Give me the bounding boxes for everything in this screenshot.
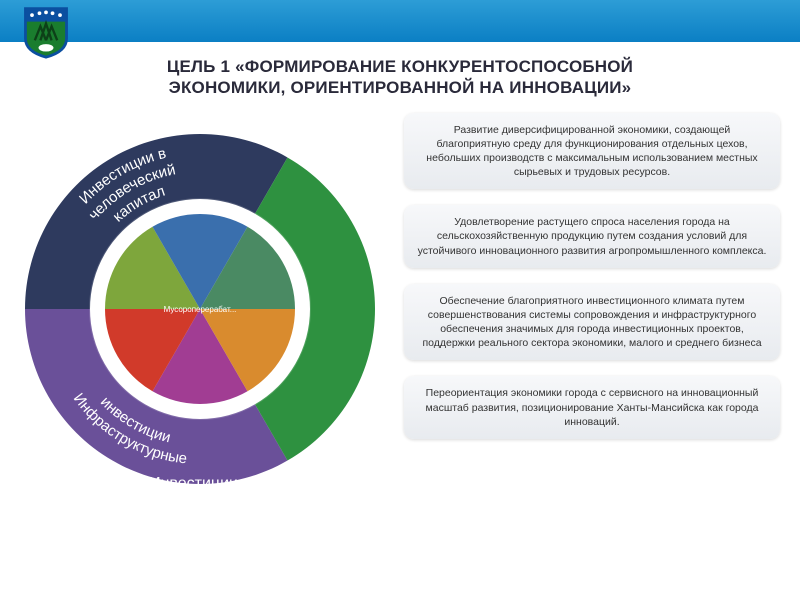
bottom-label-a: Инвестиции в — [149, 475, 251, 492]
info-box-4: Переориентация экономики города с сервис… — [404, 376, 780, 439]
top-bar — [0, 0, 800, 42]
segment-label-bottom: Инвестиции в инновации — [120, 474, 280, 512]
title-line-1: ЦЕЛЬ 1 «ФОРМИРОВАНИЕ КОНКУРЕНТОСПОСОБНОЙ — [40, 56, 760, 77]
coat-of-arms-icon — [18, 3, 74, 59]
title-line-2: ЭКОНОМИКИ, ОРИЕНТИРОВАННОЙ НА ИННОВАЦИИ» — [40, 77, 760, 98]
info-box-3: Обеспечение благоприятного инвестиционно… — [404, 284, 780, 361]
donut-chart: ИнфраструктурныеинвестицииИнвестиции вче… — [10, 109, 390, 529]
content-area: ИнфраструктурныеинвестицииИнвестиции вче… — [0, 109, 800, 529]
info-box-2: Удовлетворение растущего спроса населени… — [404, 205, 780, 268]
page-title: ЦЕЛЬ 1 «ФОРМИРОВАНИЕ КОНКУРЕНТОСПОСОБНОЙ… — [0, 42, 800, 109]
bottom-label-b: инновации — [160, 494, 240, 511]
info-box-1: Развитие диверсифицированной экономики, … — [404, 113, 780, 190]
donut-svg: ИнфраструктурныеинвестицииИнвестиции вче… — [10, 109, 390, 529]
info-boxes: Развитие диверсифицированной экономики, … — [404, 109, 780, 529]
center-label: Мусороперерабат... — [164, 305, 237, 314]
